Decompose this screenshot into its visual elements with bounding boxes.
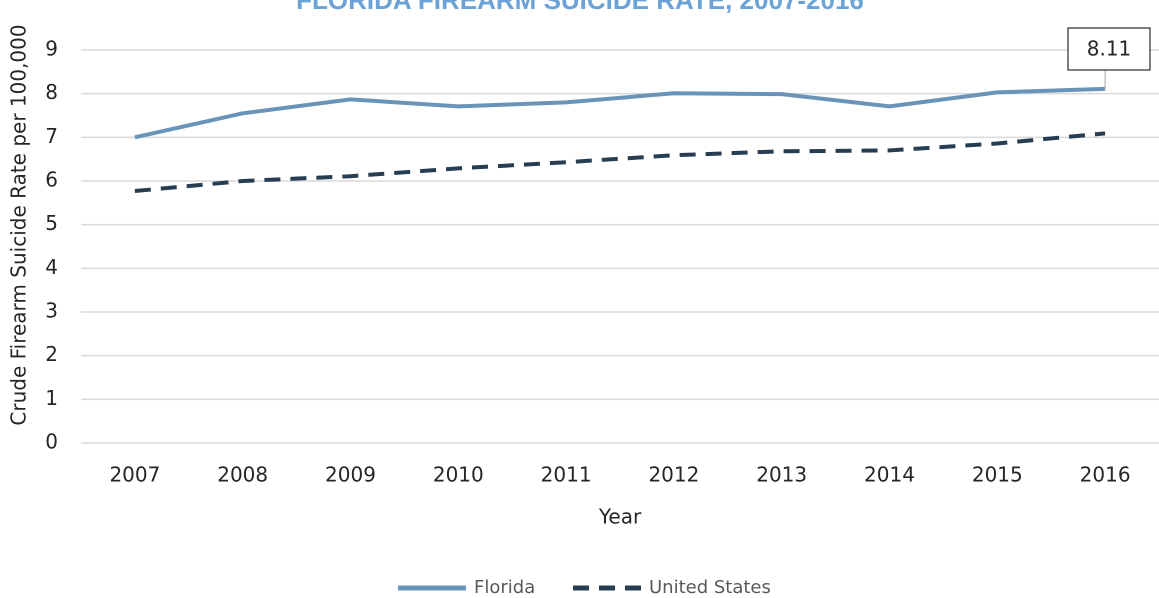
- y-tick-label: 5: [45, 211, 58, 235]
- x-tick-label: 2012: [648, 463, 699, 487]
- y-tick-label: 4: [45, 255, 58, 279]
- data-label: 8.11: [1087, 37, 1132, 61]
- y-tick-label: 0: [45, 430, 58, 454]
- y-tick-label: 7: [45, 124, 58, 148]
- x-tick-label: 2015: [972, 463, 1023, 487]
- legend: Florida United States: [398, 577, 771, 598]
- y-tick-label: 2: [45, 342, 58, 366]
- legend-label: United States: [649, 577, 771, 598]
- y-tick-label: 1: [45, 386, 58, 410]
- line-series: [134, 131, 1106, 194]
- x-tick-label: 2013: [756, 463, 807, 487]
- legend-label: Florida: [474, 577, 535, 598]
- x-tick-label: 2011: [541, 463, 592, 487]
- x-tick-label: 2014: [864, 463, 915, 487]
- x-tick-label: 2016: [1080, 463, 1131, 487]
- x-axis-label: Year: [598, 505, 642, 529]
- y-axis-label: Crude Firearm Suicide Rate per 100,000: [7, 24, 31, 425]
- x-tick-label: 2008: [217, 463, 268, 487]
- y-tick-label: 8: [45, 80, 58, 104]
- label-box: [1067, 27, 1151, 71]
- x-tick-label: 2007: [109, 463, 160, 487]
- x-tick-label: 2010: [433, 463, 484, 487]
- line-series: [134, 86, 1106, 140]
- y-tick-label: 6: [45, 168, 58, 192]
- y-tick-label: 9: [45, 37, 58, 61]
- chart-title: FLORIDA FIREARM SUICIDE RATE, 2007-2016: [296, 0, 864, 15]
- x-tick-label: 2009: [325, 463, 376, 487]
- y-tick-label: 3: [45, 299, 58, 323]
